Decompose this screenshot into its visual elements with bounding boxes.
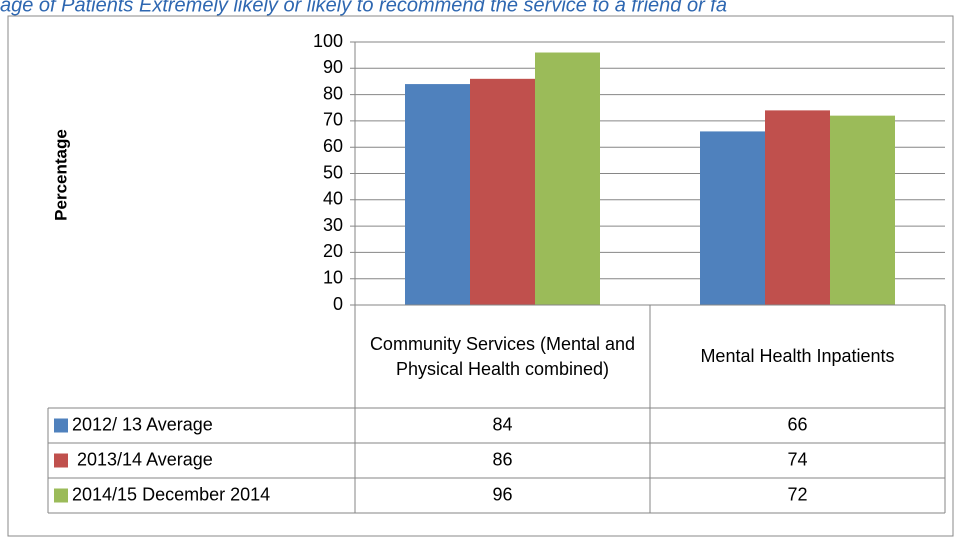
table-value: 66 bbox=[787, 414, 807, 434]
y-tick-label: 80 bbox=[323, 83, 343, 103]
legend-swatch bbox=[54, 453, 68, 468]
bar bbox=[700, 131, 765, 305]
y-tick-label: 10 bbox=[323, 267, 343, 287]
chart-title: age of Patients Extremely likely or like… bbox=[0, 0, 727, 16]
table-value: 86 bbox=[492, 449, 512, 469]
x-tick-label: Community Services (Mental and Physical … bbox=[369, 333, 636, 379]
category-cell: Mental Health Inpatients bbox=[700, 346, 895, 366]
category-cell: Community Services (Mental and Physical … bbox=[369, 333, 636, 379]
y-tick-label: 90 bbox=[323, 57, 343, 77]
table-value: 74 bbox=[787, 449, 807, 469]
y-tick-label: 20 bbox=[323, 241, 343, 261]
y-tick-label: 60 bbox=[323, 136, 343, 156]
bar bbox=[405, 84, 470, 305]
legend-swatch bbox=[54, 488, 68, 503]
x-tick-label: Mental Health Inpatients bbox=[700, 346, 895, 366]
legend-label: 2012/ 13 Average bbox=[72, 414, 213, 434]
legend-swatch bbox=[54, 418, 68, 433]
bar bbox=[535, 52, 600, 305]
legend-label: 2014/15 December 2014 bbox=[72, 484, 270, 504]
bar bbox=[765, 110, 830, 305]
y-tick-label: 40 bbox=[323, 189, 343, 209]
table-value: 72 bbox=[787, 484, 807, 504]
y-tick-label: 70 bbox=[323, 110, 343, 130]
bar bbox=[470, 78, 535, 305]
bar bbox=[830, 115, 895, 305]
y-tick-label: 50 bbox=[323, 162, 343, 182]
y-tick-label: 100 bbox=[313, 31, 343, 51]
y-tick-label: 30 bbox=[323, 215, 343, 235]
y-tick-label: 0 bbox=[333, 294, 343, 314]
table-value: 84 bbox=[492, 414, 512, 434]
table-value: 96 bbox=[492, 484, 512, 504]
legend-label: 2013/14 Average bbox=[72, 449, 213, 469]
y-axis-label: Percentage bbox=[51, 129, 70, 221]
